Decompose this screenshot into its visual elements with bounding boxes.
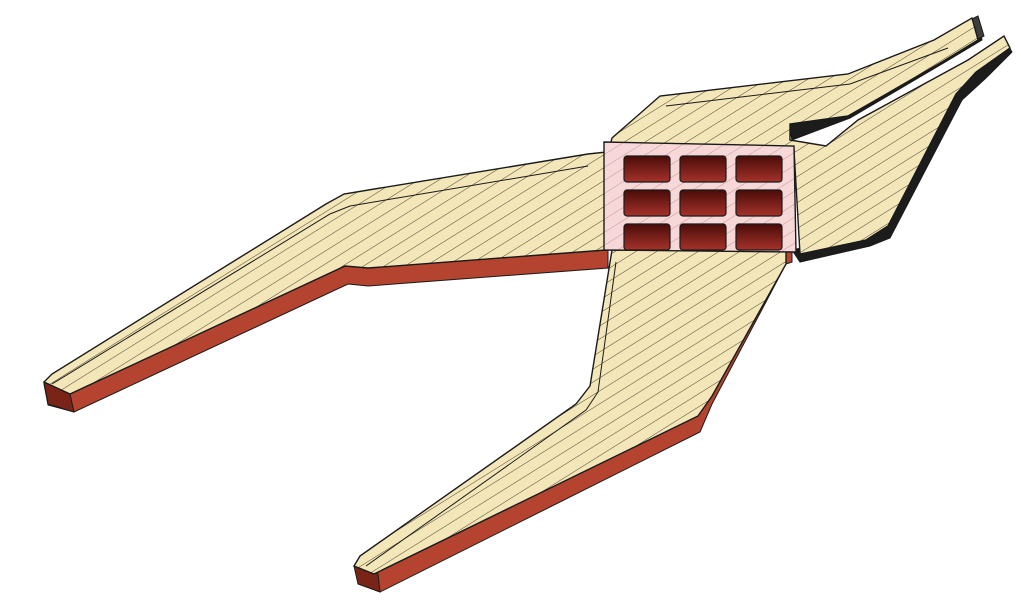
jaw-face [609,16,1011,255]
pivot-pocket [735,189,783,217]
pivot-pocket [623,189,671,217]
pivot-block [603,141,797,253]
pivot-pocket [679,223,727,251]
lower-handle-face [352,249,787,575]
jaw-edge [665,47,949,107]
lower-handle-edge [365,261,617,567]
pivot-pocket [623,223,671,251]
pivot-pocket [623,155,671,183]
pivot-pocket-grid [623,155,783,251]
pivot-pocket [735,223,783,251]
upper-handle-edge [51,165,589,385]
upper-handle-face [42,151,607,395]
section-face [42,16,1011,575]
pivot-pocket [679,155,727,183]
pivot-pocket [735,155,783,183]
pivot-pocket [679,189,727,217]
edge-lines [51,47,949,567]
